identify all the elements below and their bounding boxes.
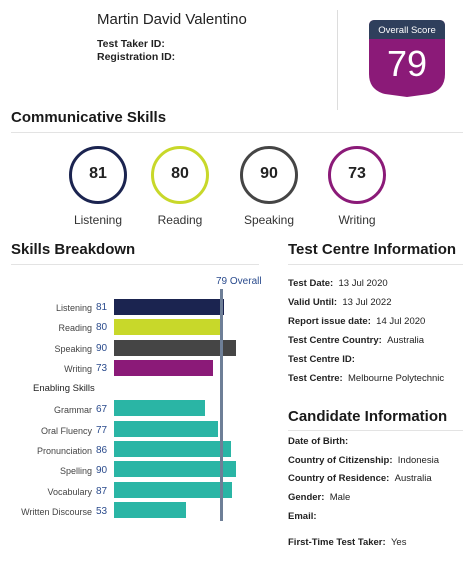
test-centre-country-value: Australia bbox=[387, 335, 425, 346]
communicative-skills-title: Communicative Skills bbox=[11, 109, 167, 126]
test-centre-id-row: Test Centre ID: bbox=[288, 354, 360, 365]
candidate-info-title: Candidate Information bbox=[288, 408, 448, 425]
test-taker-id-label: Test Taker ID: bbox=[97, 38, 165, 50]
breakdown-bar-oral-fluency bbox=[114, 421, 218, 437]
report-issue-date-value: 14 Jul 2020 bbox=[376, 316, 426, 327]
badge-shape bbox=[369, 20, 445, 97]
gender-row: Gender: Male bbox=[288, 492, 350, 503]
test-centre-title: Test Centre Information bbox=[288, 241, 457, 258]
date-of-birth-row: Date of Birth: bbox=[288, 436, 353, 447]
candidate-info-rule bbox=[288, 430, 463, 431]
listening-label: Listening bbox=[73, 213, 123, 227]
speaking-score-circle: 90 bbox=[240, 146, 298, 204]
overall-score-value: 79 bbox=[386, 43, 428, 84]
email-row: Email: bbox=[288, 511, 322, 522]
test-date-label: Test Date: bbox=[288, 278, 334, 289]
breakdown-label-vocabulary: Vocabulary bbox=[47, 487, 92, 497]
gender-label: Gender: bbox=[288, 492, 325, 503]
reading-score-circle: 80 bbox=[151, 146, 209, 204]
breakdown-score-speaking: 90 bbox=[96, 343, 108, 354]
enabling-skills-title: Enabling Skills bbox=[33, 383, 95, 394]
breakdown-bar-written-discourse bbox=[114, 502, 186, 518]
header-divider bbox=[337, 10, 338, 110]
reading-score: 80 bbox=[171, 165, 189, 182]
breakdown-bar-speaking bbox=[114, 340, 236, 356]
test-centre-country-row: Test Centre Country: Australia bbox=[288, 335, 424, 346]
breakdown-label-speaking: Speaking bbox=[54, 344, 92, 354]
residence-row: Country of Residence: Australia bbox=[288, 473, 432, 484]
residence-value: Australia bbox=[394, 473, 432, 484]
valid-until-label: Valid Until: bbox=[288, 297, 338, 308]
breakdown-score-pronunciation: 86 bbox=[96, 445, 108, 456]
writing-score-circle: 73 bbox=[328, 146, 386, 204]
test-centre-country-label: Test Centre Country: bbox=[288, 335, 382, 346]
breakdown-score-spelling: 90 bbox=[96, 465, 108, 476]
breakdown-label-grammar: Grammar bbox=[54, 405, 92, 415]
breakdown-score-vocabulary: 87 bbox=[96, 486, 108, 497]
breakdown-bar-listening bbox=[114, 299, 224, 315]
overall-marker-label: 79 Overall bbox=[216, 276, 262, 287]
breakdown-label-pronunciation: Pronunciation bbox=[36, 446, 92, 456]
citizenship-row: Country of Citizenship: Indonesia bbox=[288, 455, 439, 466]
skills-breakdown-title: Skills Breakdown bbox=[11, 241, 136, 258]
test-centre-rule bbox=[288, 264, 463, 265]
listening-score-circle: 81 bbox=[69, 146, 127, 204]
email-label: Email: bbox=[288, 511, 317, 522]
communicative-skills-rule bbox=[11, 132, 463, 133]
breakdown-label-reading: Reading bbox=[58, 323, 92, 333]
reading-label: Reading bbox=[157, 213, 203, 227]
breakdown-score-grammar: 67 bbox=[96, 404, 108, 415]
writing-score: 73 bbox=[348, 165, 366, 182]
breakdown-bar-vocabulary bbox=[114, 482, 232, 498]
breakdown-score-reading: 80 bbox=[96, 322, 108, 333]
test-centre-value: Melbourne Polytechnic bbox=[348, 373, 445, 384]
skills-breakdown-rule bbox=[11, 264, 259, 265]
test-centre-id-label: Test Centre ID: bbox=[288, 354, 355, 365]
breakdown-label-spelling: Spelling bbox=[59, 466, 92, 476]
breakdown-bar-reading bbox=[114, 319, 222, 335]
breakdown-score-listening: 81 bbox=[96, 302, 108, 313]
citizenship-label: Country of Citizenship: bbox=[288, 455, 393, 466]
overall-score-badge: Overall Score 79 bbox=[369, 20, 445, 97]
breakdown-label-written-discourse: Written Discourse bbox=[21, 507, 92, 517]
breakdown-bar-writing bbox=[114, 360, 213, 376]
report-issue-date-label: Report issue date: bbox=[288, 316, 371, 327]
breakdown-bar-pronunciation bbox=[114, 441, 231, 457]
report-issue-date-row: Report issue date: 14 Jul 2020 bbox=[288, 316, 425, 327]
first-time-value: Yes bbox=[390, 537, 407, 548]
breakdown-score-writing: 73 bbox=[96, 363, 108, 374]
registration-id-label: Registration ID: bbox=[97, 51, 176, 63]
writing-label: Writing bbox=[338, 213, 376, 227]
test-centre-row: Test Centre: Melbourne Polytechnic bbox=[288, 373, 444, 384]
date-of-birth-label: Date of Birth: bbox=[288, 436, 349, 447]
test-centre-label: Test Centre: bbox=[288, 373, 343, 384]
first-time-row: First-Time Test Taker: Yes bbox=[288, 537, 406, 548]
overall-score-label: Overall Score bbox=[378, 25, 436, 36]
breakdown-score-written-discourse: 53 bbox=[96, 506, 108, 517]
breakdown-bar-spelling bbox=[114, 461, 236, 477]
candidate-name: Martin David Valentino bbox=[97, 11, 247, 28]
speaking-score: 90 bbox=[260, 165, 278, 182]
citizenship-value: Indonesia bbox=[397, 455, 439, 466]
first-time-label: First-Time Test Taker: bbox=[288, 537, 386, 548]
breakdown-label-writing: Writing bbox=[64, 364, 92, 374]
breakdown-score-oral-fluency: 77 bbox=[96, 425, 108, 436]
breakdown-label-oral-fluency: Oral Fluency bbox=[40, 426, 92, 436]
valid-until-value: 13 Jul 2022 bbox=[342, 297, 392, 308]
gender-value: Male bbox=[329, 492, 351, 503]
overall-marker-line bbox=[220, 289, 223, 521]
listening-score: 81 bbox=[89, 165, 107, 182]
breakdown-bar-grammar bbox=[114, 400, 205, 416]
valid-until-row: Valid Until: 13 Jul 2022 bbox=[288, 297, 392, 308]
test-date-value: 13 Jul 2020 bbox=[338, 278, 388, 289]
report-header: Martin David Valentino Test Taker ID: Re… bbox=[0, 0, 474, 112]
breakdown-label-listening: Listening bbox=[55, 303, 92, 313]
test-date-row: Test Date: 13 Jul 2020 bbox=[288, 278, 388, 289]
speaking-label: Speaking bbox=[243, 213, 295, 227]
residence-label: Country of Residence: bbox=[288, 473, 390, 484]
